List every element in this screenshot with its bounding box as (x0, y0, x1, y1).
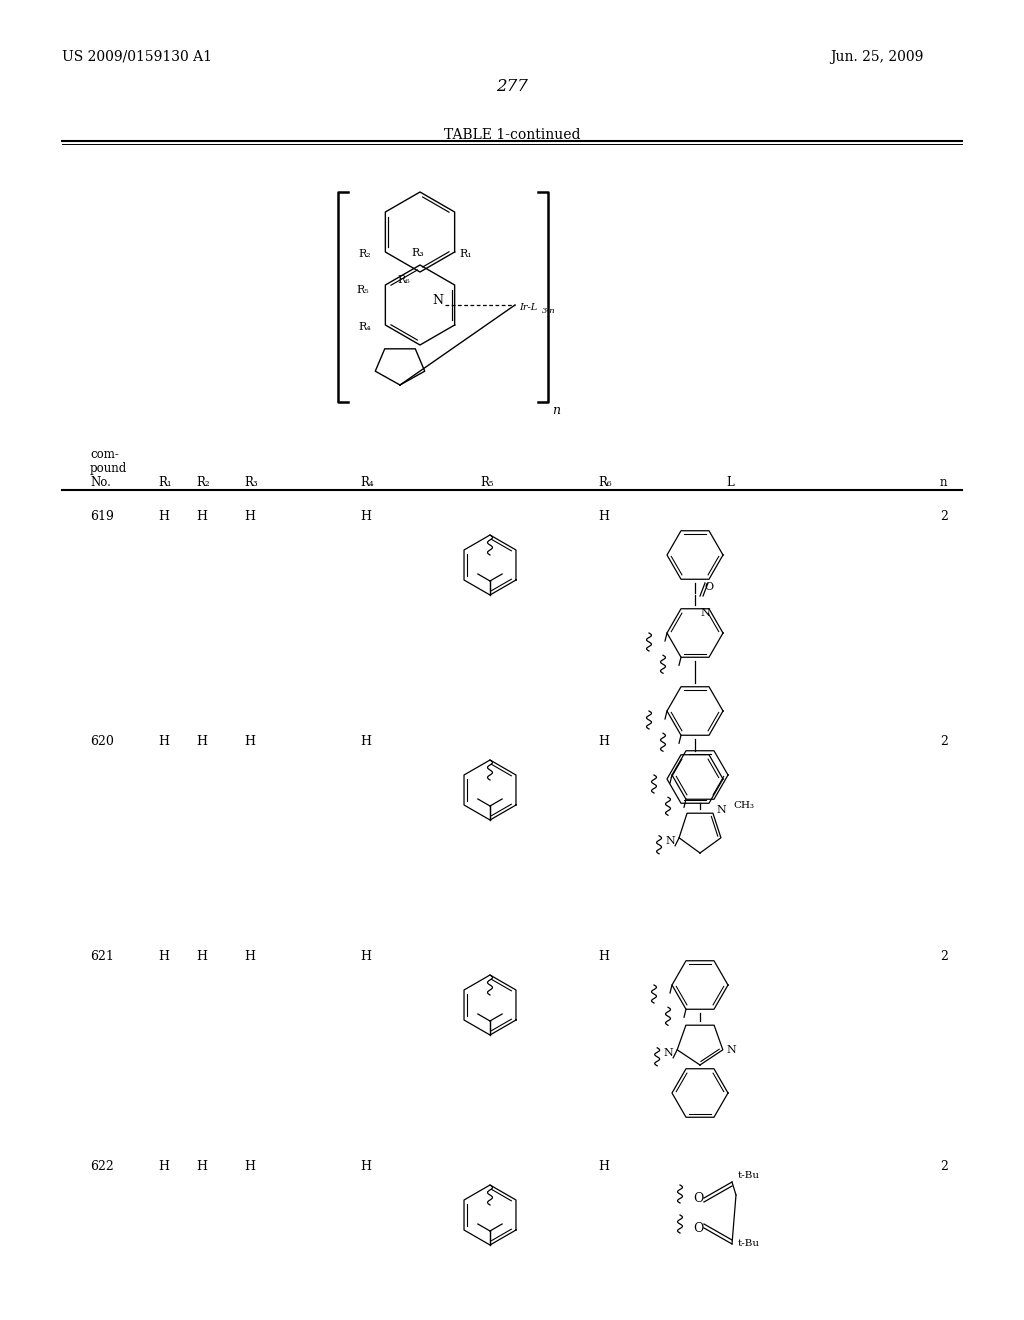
Text: H: H (598, 735, 609, 748)
Text: N: N (666, 836, 675, 846)
Text: R₃: R₃ (412, 248, 424, 257)
Text: H: H (244, 510, 255, 523)
Text: n: n (940, 477, 947, 488)
Text: com-: com- (90, 447, 119, 461)
Text: 622: 622 (90, 1160, 114, 1173)
Text: R₅: R₅ (480, 477, 494, 488)
Text: CH₃: CH₃ (733, 801, 754, 809)
Text: 621: 621 (90, 950, 114, 964)
Text: H: H (244, 735, 255, 748)
Text: O: O (693, 1192, 703, 1204)
Text: n: n (552, 404, 560, 417)
Text: N: N (717, 805, 727, 816)
Text: R₆: R₆ (598, 477, 611, 488)
Text: 620: 620 (90, 735, 114, 748)
Text: R₂: R₂ (358, 249, 372, 259)
Text: H: H (196, 735, 207, 748)
Text: H: H (158, 735, 169, 748)
Text: H: H (196, 510, 207, 523)
Text: H: H (196, 1160, 207, 1173)
Text: H: H (158, 1160, 169, 1173)
Text: 3-n: 3-n (542, 308, 556, 315)
Text: Ir-L: Ir-L (519, 302, 538, 312)
Text: H: H (360, 735, 371, 748)
Text: 277: 277 (496, 78, 528, 95)
Text: N: N (727, 1045, 736, 1055)
Text: Jun. 25, 2009: Jun. 25, 2009 (830, 50, 924, 63)
Text: US 2009/0159130 A1: US 2009/0159130 A1 (62, 50, 212, 63)
Text: No.: No. (90, 477, 111, 488)
Text: R₄: R₄ (358, 322, 372, 333)
Text: O: O (705, 582, 714, 591)
Text: L: L (726, 477, 734, 488)
Text: N: N (664, 1048, 673, 1057)
Text: H: H (598, 510, 609, 523)
Text: N: N (700, 609, 710, 618)
Text: 619: 619 (90, 510, 114, 523)
Text: H: H (158, 510, 169, 523)
Text: R₄: R₄ (360, 477, 374, 488)
Text: TABLE 1-continued: TABLE 1-continued (443, 128, 581, 143)
Text: H: H (158, 950, 169, 964)
Text: 2: 2 (940, 950, 948, 964)
Text: 2: 2 (940, 1160, 948, 1173)
Text: R₂: R₂ (196, 477, 210, 488)
Text: N: N (432, 293, 443, 306)
Text: H: H (360, 510, 371, 523)
Text: 2: 2 (940, 510, 948, 523)
Text: H: H (360, 1160, 371, 1173)
Text: t-Bu: t-Bu (738, 1239, 760, 1249)
Text: H: H (598, 1160, 609, 1173)
Text: R₁: R₁ (460, 249, 472, 259)
Text: H: H (360, 950, 371, 964)
Text: H: H (196, 950, 207, 964)
Text: O: O (693, 1221, 703, 1234)
Text: H: H (244, 1160, 255, 1173)
Text: H: H (598, 950, 609, 964)
Text: t-Bu: t-Bu (738, 1172, 760, 1180)
Text: R₃: R₃ (244, 477, 258, 488)
Text: 2: 2 (940, 735, 948, 748)
Text: H: H (244, 950, 255, 964)
Text: R₁: R₁ (158, 477, 172, 488)
Text: pound: pound (90, 462, 127, 475)
Text: R₆: R₆ (397, 275, 410, 285)
Text: R₅: R₅ (356, 285, 370, 294)
